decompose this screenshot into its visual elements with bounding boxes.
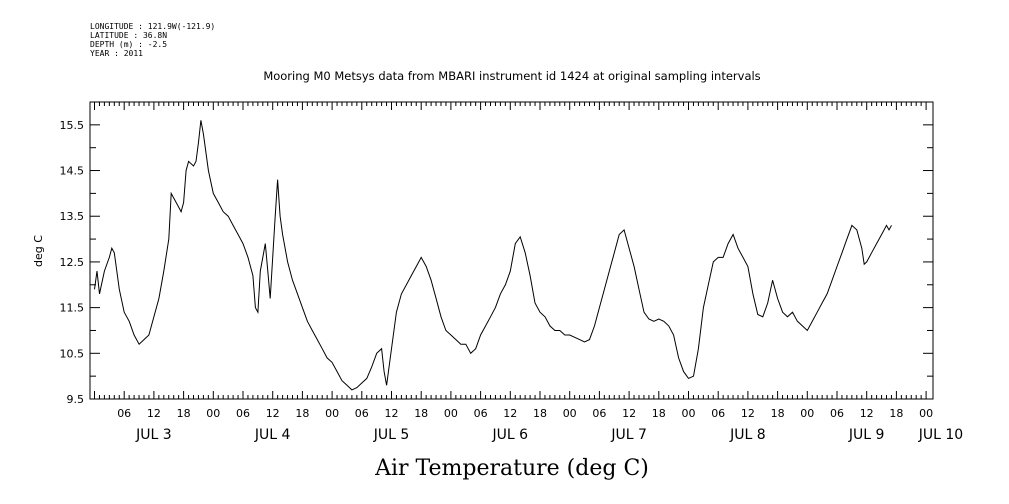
x-tick-label: 00: [919, 407, 933, 420]
depth-label: DEPTH (m) : -2.5: [90, 40, 168, 49]
x-tick-label: 12: [147, 407, 161, 420]
x-day-label: JUL 7: [610, 427, 647, 443]
latitude-label: LATITUDE : 36.8N: [90, 31, 168, 40]
x-tick-label: 18: [177, 407, 191, 420]
x-tick-label: 12: [860, 407, 874, 420]
x-tick-label: 18: [771, 407, 785, 420]
x-tick-label: 00: [563, 407, 577, 420]
x-tick-label: 12: [503, 407, 517, 420]
x-tick-label: 12: [385, 407, 399, 420]
y-tick-label: 9.5: [67, 393, 85, 406]
x-tick-label: 12: [741, 407, 755, 420]
y-tick-label: 14.5: [60, 165, 85, 178]
x-day-label: JUL 3: [135, 427, 172, 443]
y-tick-label: 12.5: [60, 256, 85, 269]
x-day-label: JUL 9: [848, 427, 885, 443]
chart-title: Mooring M0 Metsys data from MBARI instru…: [263, 69, 760, 83]
x-tick-label: 00: [444, 407, 458, 420]
x-day-label: JUL 5: [373, 427, 410, 443]
x-tick-label: 18: [414, 407, 428, 420]
x-day-label: JUL 4: [254, 427, 291, 443]
x-tick-label: 18: [295, 407, 309, 420]
y-tick-label: 11.5: [60, 302, 85, 315]
x-tick-label: 06: [355, 407, 369, 420]
air-temperature-line: [94, 120, 892, 391]
x-tick-label: 06: [830, 407, 844, 420]
x-tick-label: 06: [117, 407, 131, 420]
year-label: YEAR : 2011: [90, 49, 143, 58]
x-tick-label: 06: [711, 407, 725, 420]
x-tick-label: 18: [533, 407, 547, 420]
x-day-label: JUL 6: [492, 427, 529, 443]
y-tick-label: 13.5: [60, 210, 85, 223]
x-tick-label: 06: [592, 407, 606, 420]
x-tick-label: 18: [652, 407, 666, 420]
x-tick-label: 00: [682, 407, 696, 420]
x-tick-label: 00: [325, 407, 339, 420]
x-day-label: JUL 10: [918, 427, 963, 443]
longitude-label: LONGITUDE : 121.9W(-121.9): [90, 22, 216, 31]
x-tick-label: 06: [474, 407, 488, 420]
station-metadata: LONGITUDE : 121.9W(-121.9) LATITUDE : 36…: [90, 22, 215, 58]
y-tick-label: 10.5: [60, 347, 85, 360]
x-day-label: JUL 8: [729, 427, 766, 443]
plot-frame: [89, 101, 934, 400]
y-tick-label: 15.5: [60, 119, 85, 132]
x-tick-label: 18: [889, 407, 903, 420]
x-tick-label: 12: [266, 407, 280, 420]
x-tick-label: 00: [800, 407, 814, 420]
x-tick-label: 12: [622, 407, 636, 420]
x-axis-label: Air Temperature (deg C): [374, 456, 649, 481]
y-axis-label: deg C: [32, 235, 45, 267]
x-tick-label: 06: [236, 407, 250, 420]
x-tick-label: 00: [206, 407, 220, 420]
